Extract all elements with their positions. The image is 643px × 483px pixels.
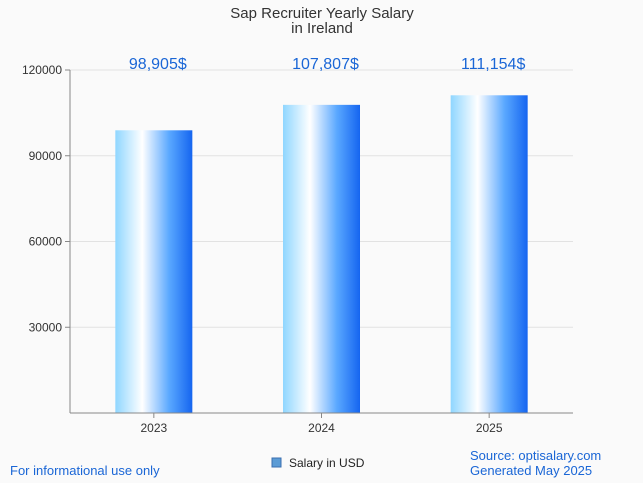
y-tick-label: 120000 bbox=[22, 63, 62, 77]
bar bbox=[450, 95, 528, 413]
chart-title-line-2: in Ireland bbox=[291, 20, 353, 37]
y-axis-ticks: 30000 60000 90000 120000 bbox=[22, 63, 70, 334]
bars bbox=[115, 95, 528, 414]
data-label: 98,905$ bbox=[129, 56, 187, 73]
legend-swatch bbox=[271, 457, 282, 468]
legend: Salary in USD bbox=[271, 456, 365, 470]
x-tick-label: 2024 bbox=[308, 421, 335, 435]
chart-title-line-1: Sap Recruiter Yearly Salary bbox=[230, 5, 414, 22]
data-label: 111,154$ bbox=[461, 56, 525, 73]
y-tick-label: 30000 bbox=[29, 320, 63, 334]
footer-source[interactable]: Source: optisalary.com bbox=[470, 448, 601, 463]
bar bbox=[283, 104, 360, 414]
x-tick-label: 2025 bbox=[476, 421, 503, 435]
x-axis-ticks: 2023 2024 2025 bbox=[140, 413, 503, 435]
bar bbox=[115, 130, 193, 413]
data-labels: 98,905$ 107,807$ 111,154$ bbox=[129, 56, 526, 73]
y-tick-label: 60000 bbox=[29, 235, 63, 249]
data-label: 107,807$ bbox=[292, 56, 359, 73]
footer-generated: Generated May 2025 bbox=[470, 463, 592, 478]
legend-label: Salary in USD bbox=[289, 456, 365, 470]
y-tick-label: 90000 bbox=[29, 149, 63, 163]
x-tick-label: 2023 bbox=[140, 421, 167, 435]
footer-disclaimer: For informational use only bbox=[10, 463, 160, 478]
